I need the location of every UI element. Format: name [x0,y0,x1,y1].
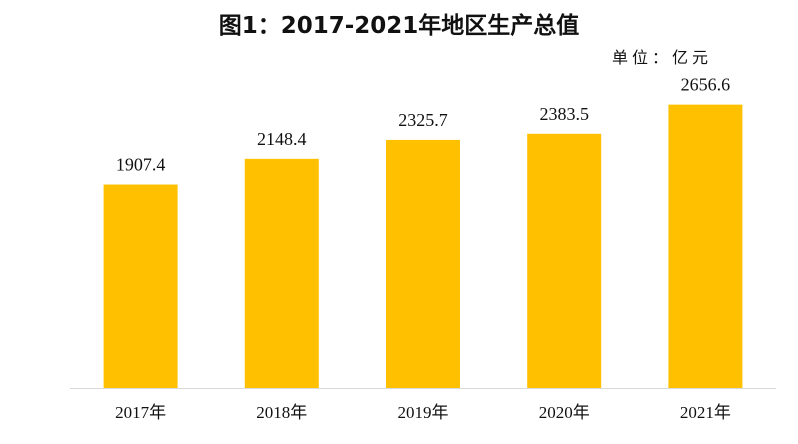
bar-3 [527,133,602,388]
category-label-2: 2019年 [398,403,449,422]
value-label-0: 1907.4 [116,155,166,175]
category-label-1: 2018年 [256,403,307,422]
bar-2 [386,139,460,388]
value-label-3: 2383.5 [539,104,589,124]
category-label-3: 2020年 [539,403,590,422]
unit-label: 单位：亿元 [611,48,712,67]
category-label-4: 2021年 [680,403,731,422]
chart-title: 图1：2017-2021年地区生产总值 [218,13,580,39]
category-label-0: 2017年 [115,403,166,422]
value-label-4: 2656.6 [681,75,731,95]
bar-1 [244,158,319,388]
bar-0 [103,184,178,388]
bar-4 [668,104,743,388]
value-label-1: 2148.4 [257,129,307,149]
value-label-2: 2325.7 [398,110,448,130]
